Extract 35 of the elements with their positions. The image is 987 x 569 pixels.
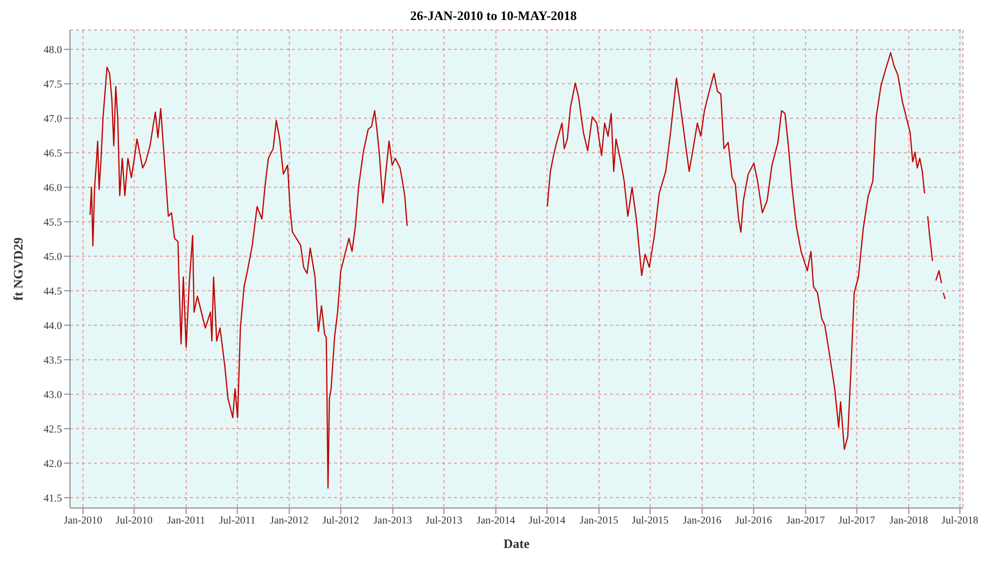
x-tick-label: Jul-2018 (942, 515, 978, 526)
x-tick-label: Jan-2012 (270, 515, 309, 526)
x-tick-label: Jul-2011 (219, 515, 256, 526)
y-tick-label: 44.5 (44, 286, 62, 298)
y-tick-label: 46.5 (44, 148, 62, 160)
y-tick-label: 42.0 (44, 458, 62, 470)
y-tick-label: 48.0 (44, 45, 62, 56)
y-tick-label: 45.0 (44, 252, 62, 263)
chart-title: 26-JAN-2010 to 10-MAY-2018 (409, 8, 578, 25)
y-tick-label: 47.5 (44, 80, 62, 91)
x-tick-label: Jul-2015 (632, 515, 669, 526)
y-tick-label: 47.0 (44, 114, 62, 126)
x-axis-title: Date (504, 536, 530, 551)
y-tick-label: 41.5 (44, 493, 62, 504)
x-tick-label: Jul-2012 (322, 515, 360, 526)
x-tick-label: Jul-2017 (838, 515, 876, 526)
y-tick-label: 46.0 (44, 182, 62, 194)
x-tick-label: Jan-2016 (682, 515, 722, 526)
x-tick-label: Jul-2013 (426, 515, 462, 526)
x-tick-label: Jan-2017 (786, 515, 825, 526)
y-axis-title: ft NGVD29 (10, 236, 26, 301)
x-tick-label: Jan-2011 (167, 515, 206, 526)
x-tick-label: Jan-2013 (373, 515, 412, 526)
x-tick-label: Jul-2016 (735, 515, 772, 526)
y-tick-label: 42.5 (44, 424, 62, 436)
y-tick-label: 44.0 (44, 320, 62, 332)
x-tick-label: Jul-2010 (116, 515, 153, 526)
y-tick-label: 45.5 (44, 217, 62, 228)
x-tick-label: Jan-2015 (580, 515, 618, 526)
x-tick-label: Jan-2010 (64, 515, 102, 526)
y-tick-label: 43.0 (44, 390, 62, 401)
y-tick-label: 43.5 (44, 355, 62, 366)
x-tick-label: Jan-2018 (889, 515, 928, 526)
x-tick-label: Jan-2014 (476, 515, 516, 526)
x-tick-label: Jul-2014 (528, 515, 566, 526)
